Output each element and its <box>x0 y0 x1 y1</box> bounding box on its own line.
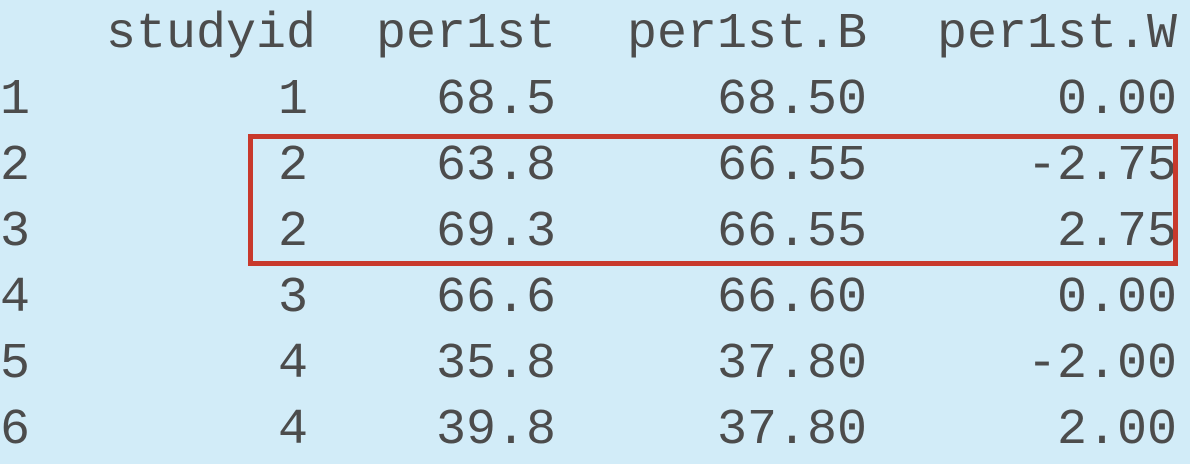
cell-per1st: 68.5 <box>435 72 556 129</box>
row-index: 4 <box>0 270 31 327</box>
cell-per1st: 39.8 <box>435 402 556 459</box>
cell-per1st-w: 0.00 <box>1056 72 1177 129</box>
cell-per1st: 35.8 <box>435 336 556 393</box>
table-row: 4 3 66.6 66.60 0.00 <box>0 266 1190 332</box>
cell-per1st: 69.3 <box>435 204 556 261</box>
table-row: 3 2 69.3 66.55 2.75 <box>0 200 1190 266</box>
header-per1st-w: per1st.W <box>936 6 1177 63</box>
cell-per1st-w: -2.75 <box>1026 138 1177 195</box>
cell-per1st-w: 2.00 <box>1056 402 1177 459</box>
header-per1st-b: per1st.B <box>626 6 867 63</box>
row-index: 3 <box>0 204 31 261</box>
cell-studyid: 2 <box>277 204 308 261</box>
cell-per1st-b: 37.80 <box>716 402 867 459</box>
header-per1st: per1st <box>375 6 556 63</box>
cell-per1st-b: 66.55 <box>716 138 867 195</box>
table-row: 5 4 35.8 37.80 -2.00 <box>0 332 1190 398</box>
cell-studyid: 4 <box>277 336 308 393</box>
table-row: 2 2 63.8 66.55 -2.75 <box>0 134 1190 200</box>
cell-studyid: 3 <box>277 270 308 327</box>
cell-studyid: 1 <box>277 72 308 129</box>
cell-per1st-w: 2.75 <box>1056 204 1177 261</box>
row-index: 6 <box>0 402 31 459</box>
cell-studyid: 2 <box>277 138 308 195</box>
table-row: 6 4 39.8 37.80 2.00 <box>0 398 1190 464</box>
cell-per1st: 66.6 <box>435 270 556 327</box>
cell-per1st: 63.8 <box>435 138 556 195</box>
cell-per1st-b: 66.55 <box>716 204 867 261</box>
cell-per1st-b: 66.60 <box>716 270 867 327</box>
cell-per1st-w: 0.00 <box>1056 270 1177 327</box>
cell-per1st-b: 37.80 <box>716 336 867 393</box>
header-studyid: studyid <box>105 6 316 63</box>
table-row: 1 1 68.5 68.50 0.00 <box>0 68 1190 134</box>
cell-per1st-w: -2.00 <box>1026 336 1177 393</box>
table-header-row: studyid per1st per1st.B per1st.W <box>0 2 1190 68</box>
row-index: 5 <box>0 336 31 393</box>
row-index: 1 <box>0 72 31 129</box>
cell-studyid: 4 <box>277 402 308 459</box>
cell-per1st-b: 68.50 <box>716 72 867 129</box>
row-index: 2 <box>0 138 31 195</box>
